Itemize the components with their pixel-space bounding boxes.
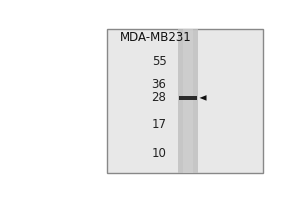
- Bar: [178, 29, 198, 173]
- Text: 17: 17: [152, 118, 166, 131]
- Text: 36: 36: [152, 78, 166, 91]
- Text: 10: 10: [152, 147, 166, 160]
- Text: 28: 28: [152, 91, 166, 104]
- Text: MDA-MB231: MDA-MB231: [120, 31, 191, 44]
- Text: 55: 55: [152, 55, 167, 68]
- Bar: [183, 29, 193, 173]
- Bar: [107, 29, 263, 173]
- Bar: [179, 96, 197, 100]
- Polygon shape: [200, 95, 206, 101]
